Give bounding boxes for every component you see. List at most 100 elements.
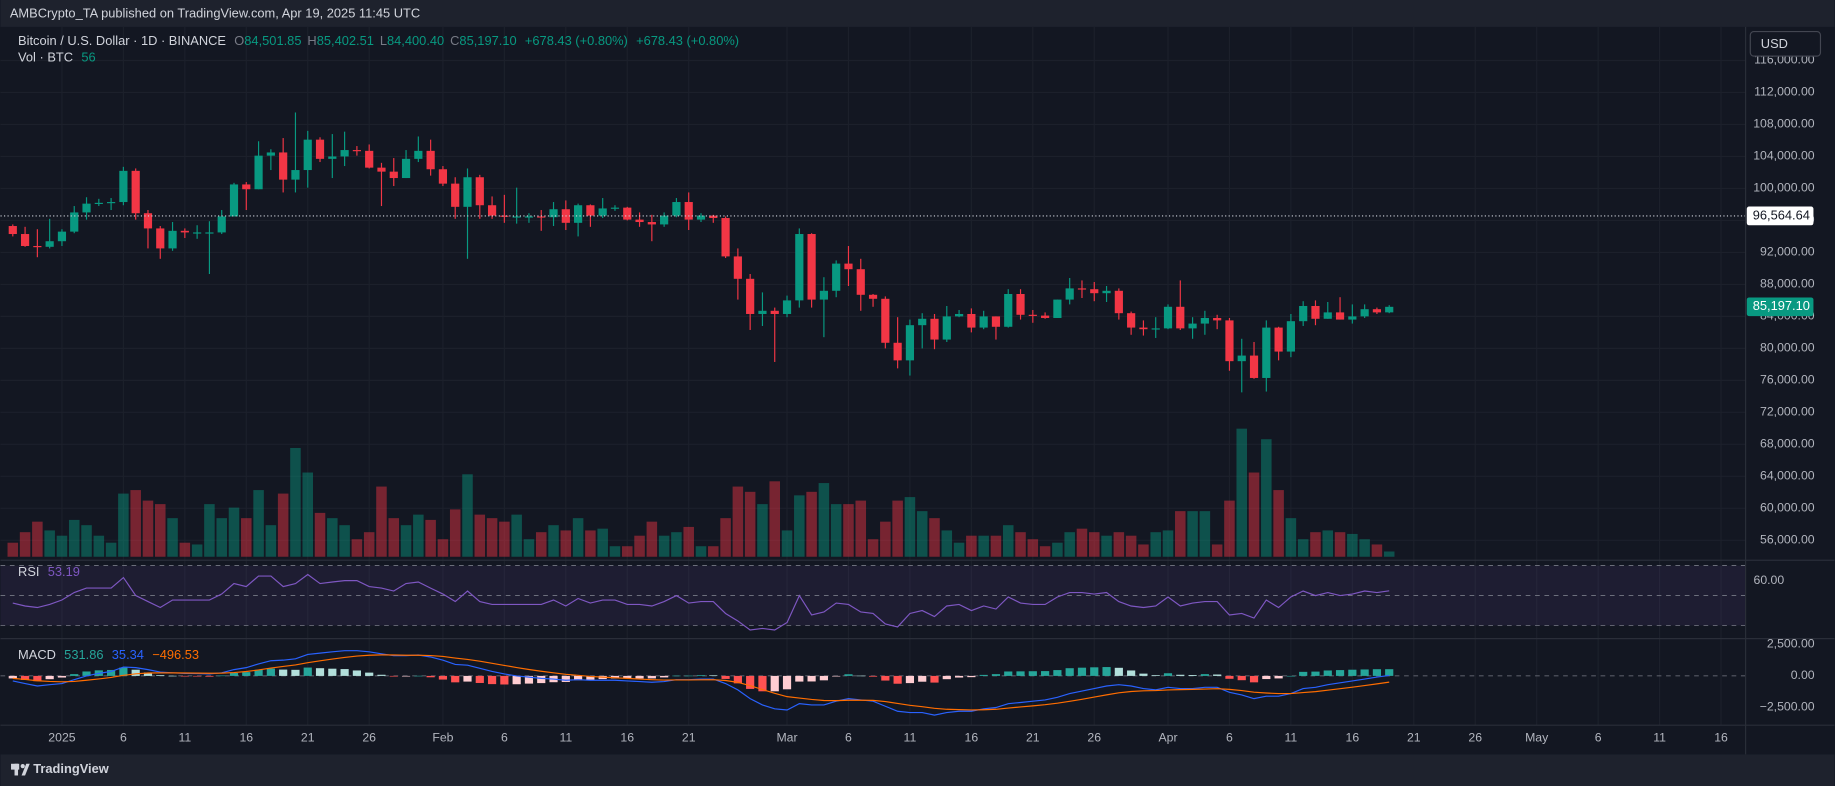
volume-bar <box>708 546 719 557</box>
volume-bar <box>32 521 43 557</box>
candle-body <box>1065 288 1074 300</box>
volume-bar <box>646 521 658 557</box>
macd-histogram-bar <box>33 675 42 682</box>
volume-bar <box>81 525 92 557</box>
candle-body <box>1348 316 1357 320</box>
macd-histogram-bar <box>45 675 54 680</box>
macd-histogram-bar <box>414 675 423 677</box>
volume-bar <box>130 490 141 557</box>
macd-histogram-bar <box>1016 671 1025 676</box>
macd-histogram-bar <box>758 675 767 692</box>
macd-histogram-bar <box>401 675 411 677</box>
volume-bar <box>1101 535 1112 557</box>
volume-bar <box>953 542 965 557</box>
candle-body <box>856 269 865 295</box>
volume-bar <box>1347 533 1358 557</box>
volume-bar <box>191 544 203 557</box>
volume-bar <box>1027 539 1039 557</box>
volume-bar <box>929 518 940 557</box>
macd-histogram-bar <box>524 675 534 684</box>
candle-body <box>365 150 374 168</box>
macd-histogram-bar <box>1053 670 1062 676</box>
candle-body <box>377 167 386 172</box>
volume-bar <box>1052 542 1063 557</box>
volume-bar <box>720 518 731 557</box>
y-tick-label: 100,000.00 <box>1753 181 1815 195</box>
candle-body <box>746 278 755 314</box>
ohlc-value: 84,400.40 <box>387 33 444 48</box>
candle-body <box>1335 312 1345 320</box>
macd-histogram-bar <box>770 675 779 692</box>
ohlc-key: O <box>234 33 244 48</box>
x-tick-label: 16 <box>1346 730 1360 744</box>
macd-histogram-bar <box>242 672 251 676</box>
candle-body <box>1127 313 1136 328</box>
currency-button[interactable] <box>1749 30 1822 57</box>
volume-bar <box>277 493 289 557</box>
x-tick-label: May <box>1525 730 1549 744</box>
candle-body <box>70 212 79 232</box>
macd-histogram-bar <box>1249 675 1259 683</box>
candle-body <box>487 205 497 216</box>
macd-histogram-bar <box>868 675 878 677</box>
macd-histogram-bar <box>1225 675 1234 679</box>
volume-bar <box>265 525 277 557</box>
macd-histogram-bar <box>746 675 755 689</box>
candle-body <box>1028 314 1037 316</box>
macd-histogram-bar <box>1151 675 1160 676</box>
volume-bar <box>179 542 191 557</box>
candle-body <box>389 171 398 179</box>
volume-bar <box>732 486 744 557</box>
macd-histogram-bar <box>70 674 79 676</box>
candle-body <box>143 213 153 229</box>
candle-body <box>733 256 742 279</box>
macd-histogram-bar <box>721 675 730 679</box>
candle-body <box>180 230 189 233</box>
candle-body <box>279 152 288 180</box>
macd-histogram-bar <box>315 668 325 676</box>
candle-body <box>1299 305 1308 322</box>
signal-value: −496.53 <box>152 648 199 663</box>
volume-bar <box>511 514 522 557</box>
candle-body <box>1188 323 1197 329</box>
volume-bar <box>818 483 830 557</box>
y-tick-label: 88,000.00 <box>1760 277 1815 291</box>
volume-bar <box>892 500 903 557</box>
macd-histogram-bar <box>107 669 116 676</box>
volume-bar <box>781 530 793 557</box>
x-tick-label: 6 <box>501 730 508 744</box>
candle-body <box>832 263 841 291</box>
macd-histogram-bar <box>660 675 669 678</box>
reference-tag <box>1746 206 1814 226</box>
macd-histogram-bar <box>930 675 939 683</box>
volume-bar <box>880 521 891 557</box>
macd-histogram-bar <box>377 674 386 676</box>
macd-histogram-bar <box>696 675 706 676</box>
volume-bar <box>585 530 596 557</box>
volume-bar <box>867 539 879 557</box>
volume-bar <box>339 525 350 557</box>
candle-body <box>1176 306 1185 329</box>
macd-histogram-bar <box>279 669 288 676</box>
x-tick-label: 16 <box>965 730 979 744</box>
candle-body <box>979 316 988 328</box>
macd-histogram-bar <box>487 675 497 685</box>
volume-bar <box>622 546 633 557</box>
candle-body <box>291 170 300 180</box>
x-tick-label: 6 <box>1226 730 1233 744</box>
volume-bar <box>1310 532 1321 557</box>
volume-bar <box>388 518 400 557</box>
macd-histogram-bar <box>1372 669 1382 676</box>
candle-body <box>500 215 509 217</box>
candle-body <box>1139 327 1148 330</box>
macd-histogram-bar <box>168 675 177 677</box>
volume-bar <box>486 518 498 557</box>
volume-bar <box>1334 532 1346 557</box>
volume-bar <box>1224 500 1235 557</box>
candle-body <box>893 342 902 361</box>
currency[interactable]: USD <box>1761 36 1788 51</box>
volume-bar <box>44 530 55 557</box>
macd-histogram-bar <box>1004 671 1013 676</box>
